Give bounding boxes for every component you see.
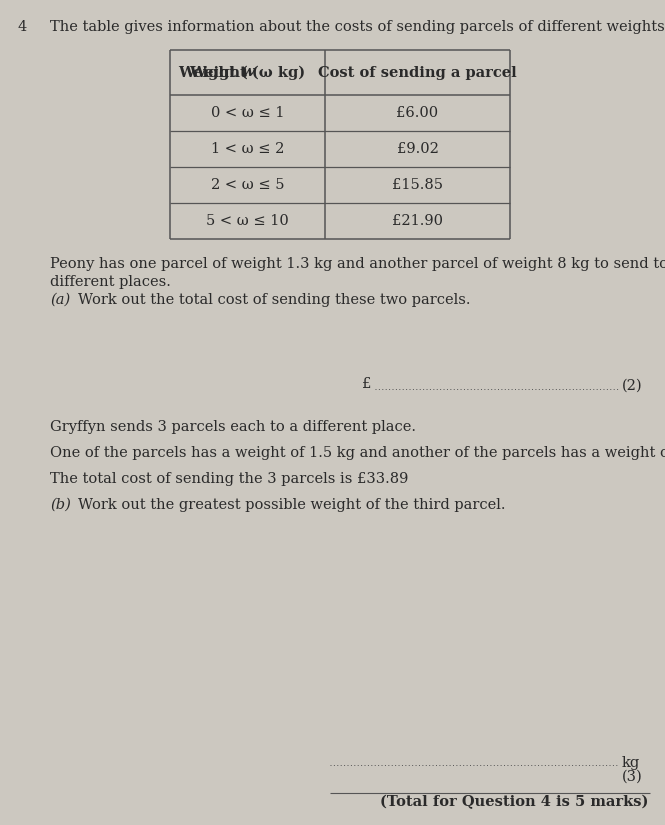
Text: £9.02: £9.02 [396,142,438,156]
Text: different places.: different places. [50,275,171,289]
Text: Work out the greatest possible weight of the third parcel.: Work out the greatest possible weight of… [78,498,505,512]
Text: 5 < ω ≤ 10: 5 < ω ≤ 10 [206,214,289,228]
Text: 2 < ω ≤ 5: 2 < ω ≤ 5 [211,178,284,192]
Text: Weight (ω kg): Weight (ω kg) [190,65,305,80]
Text: (a): (a) [50,293,70,307]
Text: Weight (: Weight ( [178,65,247,80]
Text: Gryffyn sends 3 parcels each to a different place.: Gryffyn sends 3 parcels each to a differ… [50,420,416,434]
Text: 4: 4 [18,20,27,34]
Text: (b): (b) [50,498,71,512]
Text: £: £ [362,377,371,391]
Text: (2): (2) [622,379,642,393]
Text: 1 < ω ≤ 2: 1 < ω ≤ 2 [211,142,284,156]
Text: The table gives information about the costs of sending parcels of different weig: The table gives information about the co… [50,20,665,34]
Text: (Total for Question 4 is 5 marks): (Total for Question 4 is 5 marks) [380,795,648,809]
Text: (3): (3) [622,770,643,784]
Text: The total cost of sending the 3 parcels is £33.89: The total cost of sending the 3 parcels … [50,472,408,486]
Text: w: w [241,65,254,79]
Text: £6.00: £6.00 [396,106,438,120]
Text: Work out the total cost of sending these two parcels.: Work out the total cost of sending these… [78,293,471,307]
Text: 0 < ω ≤ 1: 0 < ω ≤ 1 [211,106,284,120]
Text: Cost of sending a parcel: Cost of sending a parcel [318,65,517,79]
Text: kg: kg [622,756,640,770]
Text: £15.85: £15.85 [392,178,443,192]
Text: One of the parcels has a weight of 1.5 kg and another of the parcels has a weigh: One of the parcels has a weight of 1.5 k… [50,446,665,460]
Text: £21.90: £21.90 [392,214,443,228]
Text: Peony has one parcel of weight 1.3 kg and another parcel of weight 8 kg to send : Peony has one parcel of weight 1.3 kg an… [50,257,665,271]
